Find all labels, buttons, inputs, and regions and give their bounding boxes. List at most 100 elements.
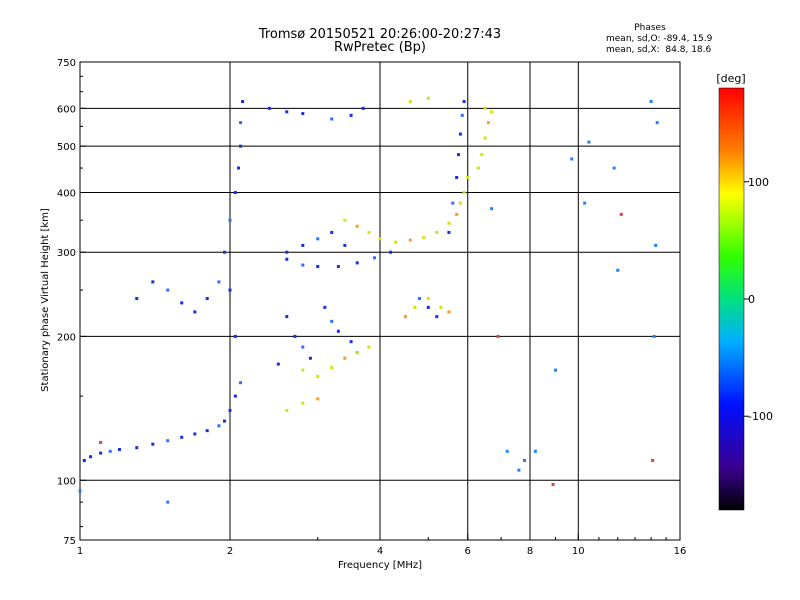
data-point (587, 140, 591, 144)
data-point (233, 190, 237, 194)
data-point (458, 132, 462, 136)
x-tick-label: 1 (77, 546, 83, 557)
data-point (285, 408, 289, 412)
data-point (330, 366, 334, 370)
y-tick-label: 75 (63, 536, 76, 547)
data-point (389, 250, 393, 254)
data-point (205, 429, 209, 433)
data-point (316, 265, 320, 269)
data-point (99, 440, 103, 444)
data-point (228, 288, 232, 292)
data-point (236, 166, 240, 170)
data-point (612, 166, 616, 170)
data-point (426, 297, 430, 301)
data-point (583, 201, 587, 205)
data-point (483, 106, 487, 110)
data-point (205, 297, 209, 301)
data-point (293, 334, 297, 338)
data-point (316, 237, 320, 241)
data-point (361, 106, 365, 110)
data-point (447, 230, 451, 234)
data-point (180, 435, 184, 439)
data-point (217, 280, 221, 284)
data-point (403, 315, 407, 319)
data-point (435, 315, 439, 319)
data-point (533, 449, 537, 453)
y-tick-label: 500 (57, 142, 76, 153)
data-point (422, 236, 426, 240)
data-point (223, 250, 227, 254)
data-point (343, 356, 347, 360)
data-point (316, 397, 320, 401)
phases-title: Phases (634, 23, 666, 33)
data-point (233, 334, 237, 338)
data-point (336, 265, 340, 269)
y-tick-label: 300 (57, 248, 76, 259)
data-point (180, 301, 184, 305)
data-point (89, 455, 93, 459)
x-tick-label: 16 (674, 546, 687, 557)
chart-title: Tromsø 20150521 20:26:00-20:27:43 (258, 27, 502, 42)
data-point (99, 451, 103, 455)
data-point (323, 305, 327, 309)
x-tick-label: 6 (465, 546, 471, 557)
data-point (355, 224, 359, 228)
y-tick-label: 400 (57, 188, 76, 199)
data-point (426, 305, 430, 309)
data-point (490, 110, 494, 114)
y-tick-label: 600 (57, 104, 76, 115)
data-point (483, 136, 487, 140)
data-point (308, 356, 312, 360)
data-point (82, 458, 86, 462)
data-point (457, 153, 461, 157)
data-point (301, 401, 305, 405)
data-point (655, 121, 659, 125)
x-tick-label: 10 (572, 546, 585, 557)
data-point (151, 442, 155, 446)
data-point (301, 112, 305, 116)
data-point (447, 310, 451, 314)
data-point (78, 489, 82, 493)
data-point (553, 368, 557, 372)
data-point (151, 280, 155, 284)
data-point (439, 305, 443, 309)
data-point (373, 256, 377, 260)
data-point (316, 374, 320, 378)
data-point (228, 218, 232, 222)
data-point (117, 447, 121, 451)
colorbar-tick-label: -100 (748, 410, 773, 423)
data-point (476, 166, 480, 170)
data-point (301, 263, 305, 267)
x-tick-label: 2 (227, 546, 233, 557)
colorbar-unit: [deg] (716, 72, 745, 85)
data-point (426, 96, 430, 100)
phases-o-stats: mean, sd,O: -89.4, 15.9 (606, 34, 713, 44)
data-point (462, 100, 466, 104)
data-point (486, 121, 490, 125)
data-point (435, 230, 439, 234)
data-point (135, 446, 139, 450)
grid-lines (80, 62, 680, 540)
y-tick-label: 750 (57, 58, 76, 69)
data-points (78, 96, 659, 504)
data-point (276, 362, 280, 366)
data-point (394, 240, 398, 244)
data-point (285, 250, 289, 254)
data-point (349, 113, 353, 117)
data-point (619, 212, 623, 216)
data-point (343, 218, 347, 222)
colorbar-tick-label: 0 (748, 293, 755, 306)
data-point (496, 334, 500, 338)
data-point (343, 243, 347, 247)
y-tick-label: 100 (57, 476, 76, 487)
data-point (239, 381, 243, 385)
data-point (336, 329, 340, 333)
data-point (301, 243, 305, 247)
data-point (108, 449, 112, 453)
data-point (413, 305, 417, 309)
data-point (570, 157, 574, 161)
data-point (408, 238, 412, 242)
data-point (223, 419, 227, 423)
x-axis: 1 2 4 6 8 10 16 (77, 534, 687, 557)
